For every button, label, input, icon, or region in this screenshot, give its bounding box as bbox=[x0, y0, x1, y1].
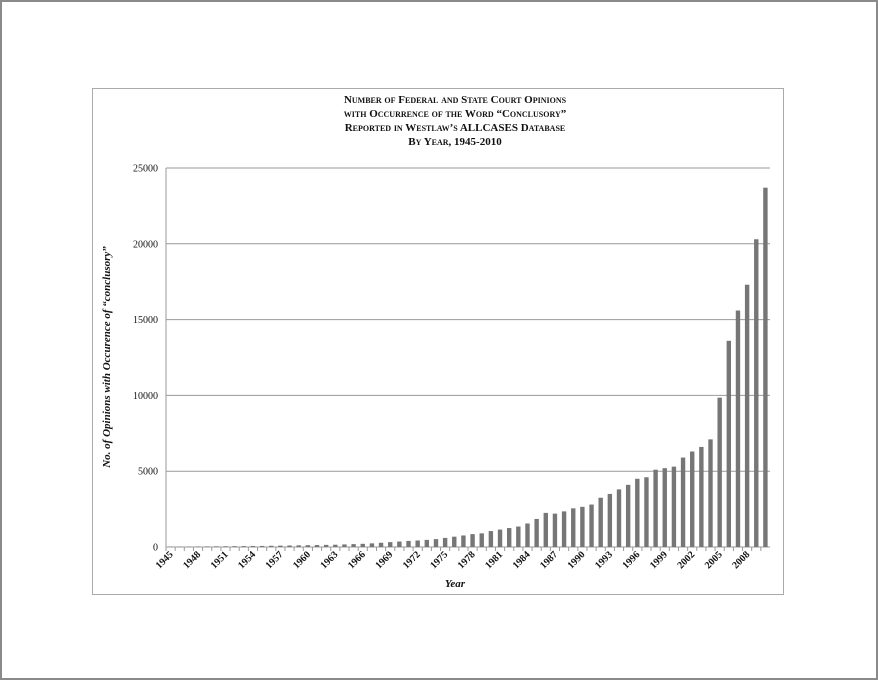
bar bbox=[297, 545, 301, 547]
bar bbox=[763, 188, 767, 547]
bar bbox=[397, 542, 401, 547]
bar bbox=[333, 545, 337, 547]
bar bbox=[589, 505, 593, 547]
bar bbox=[617, 489, 621, 547]
bar bbox=[653, 470, 657, 547]
bar bbox=[306, 545, 310, 547]
bar bbox=[754, 239, 758, 547]
bar bbox=[223, 546, 227, 547]
bar bbox=[324, 545, 328, 547]
bar bbox=[635, 479, 639, 547]
bar bbox=[351, 544, 355, 547]
bar bbox=[681, 458, 685, 547]
bar bbox=[361, 544, 365, 547]
bar bbox=[516, 527, 520, 547]
y-tick-label: 25000 bbox=[133, 164, 158, 175]
bar bbox=[708, 439, 712, 547]
bar bbox=[580, 507, 584, 547]
bar bbox=[498, 530, 502, 547]
bar bbox=[534, 519, 538, 547]
bar bbox=[553, 514, 557, 547]
bar bbox=[727, 341, 731, 547]
bar bbox=[599, 498, 603, 547]
bar bbox=[269, 546, 273, 547]
bar bbox=[232, 546, 236, 547]
y-tick-label: 15000 bbox=[133, 315, 158, 326]
bar bbox=[315, 545, 319, 547]
y-axis-label: No. of Opinions with Occurence of “concl… bbox=[101, 246, 113, 469]
chart-title: Reported in Westlaw’s ALLCASES Database bbox=[345, 122, 566, 134]
bar bbox=[489, 531, 493, 547]
bar bbox=[287, 545, 291, 547]
bar bbox=[260, 546, 264, 547]
bar bbox=[663, 468, 667, 547]
bar bbox=[544, 513, 548, 547]
chart-title: with Occurrence of the Word “Conclusory” bbox=[344, 108, 566, 120]
bar bbox=[425, 540, 429, 547]
bar bbox=[562, 511, 566, 547]
bar bbox=[452, 537, 456, 547]
chart-title: By Year, 1945-2010 bbox=[408, 136, 502, 148]
y-tick-label: 20000 bbox=[133, 239, 158, 250]
y-tick-label: 0 bbox=[153, 543, 158, 554]
bar bbox=[379, 543, 383, 547]
bar bbox=[672, 467, 676, 547]
bar bbox=[470, 534, 474, 547]
bar bbox=[736, 311, 740, 547]
bar bbox=[415, 540, 419, 547]
bar bbox=[461, 535, 465, 547]
bar bbox=[242, 546, 246, 547]
bar bbox=[406, 541, 410, 547]
bar bbox=[196, 546, 200, 547]
bar bbox=[278, 546, 282, 547]
chart-frame bbox=[93, 89, 784, 595]
bar bbox=[745, 285, 749, 547]
bar bbox=[251, 546, 255, 547]
bar bbox=[480, 533, 484, 547]
bar bbox=[205, 546, 209, 547]
bar bbox=[342, 544, 346, 547]
bar bbox=[644, 477, 648, 547]
x-axis-label: Year bbox=[445, 578, 466, 590]
bar bbox=[699, 447, 703, 547]
bar bbox=[608, 494, 612, 547]
bar bbox=[434, 539, 438, 547]
y-tick-label: 5000 bbox=[138, 467, 158, 478]
bar bbox=[690, 451, 694, 547]
bar bbox=[507, 528, 511, 547]
bar bbox=[717, 398, 721, 547]
bar bbox=[443, 538, 447, 547]
y-tick-label: 10000 bbox=[133, 391, 158, 402]
chart-title: Number of Federal and State Court Opinio… bbox=[344, 94, 567, 106]
bar bbox=[571, 508, 575, 547]
bar bbox=[214, 546, 218, 547]
bar bbox=[525, 524, 529, 547]
bar bbox=[388, 542, 392, 547]
bar bbox=[370, 543, 374, 547]
bar bbox=[626, 485, 630, 547]
